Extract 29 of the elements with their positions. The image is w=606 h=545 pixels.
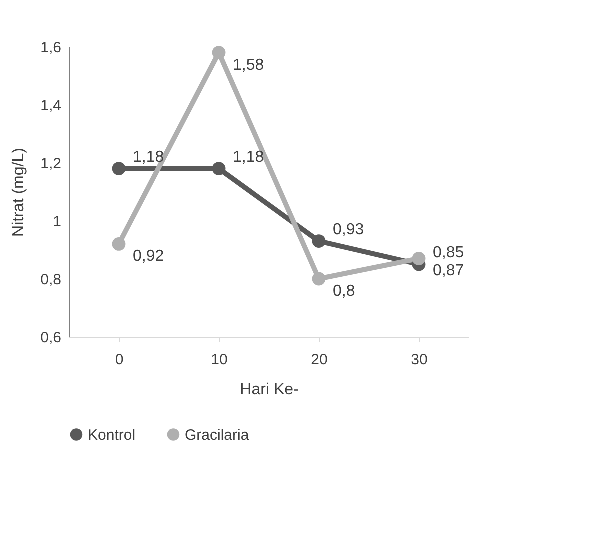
- y-tick-label: 0,6: [40, 330, 62, 346]
- y-axis-title: Nitrat (mg/L): [10, 148, 28, 237]
- data-label: 0,8: [333, 283, 356, 300]
- x-tick-label: 0: [115, 352, 124, 368]
- point: [412, 252, 426, 266]
- point: [312, 272, 326, 286]
- point: [212, 162, 226, 176]
- y-tick-label: 1: [53, 214, 62, 230]
- x-tick-label: 30: [411, 352, 428, 368]
- data-label: 1,18: [133, 148, 164, 166]
- data-label: 0,93: [333, 221, 364, 238]
- legend-label: Kontrol: [88, 426, 136, 444]
- point: [112, 238, 126, 251]
- point: [112, 162, 126, 176]
- data-label: 1,58: [233, 56, 264, 74]
- x-axis-title: Hari Ke-: [240, 382, 299, 398]
- x-tick-label: 10: [211, 352, 228, 368]
- y-tick-label: 1,4: [40, 98, 62, 114]
- data-label: 0,85: [433, 244, 464, 262]
- legend-label: Gracilaria: [185, 426, 250, 444]
- point: [212, 46, 226, 60]
- data-label: 1,18: [233, 148, 264, 166]
- y-tick-label: 0,8: [40, 272, 62, 288]
- data-label: 0,92: [133, 248, 164, 266]
- data-label: 0,87: [433, 262, 464, 280]
- y-tick-label: 1,2: [40, 156, 62, 172]
- point: [312, 234, 326, 248]
- y-tick-label: 1,6: [40, 40, 62, 56]
- x-tick-label: 20: [311, 352, 328, 368]
